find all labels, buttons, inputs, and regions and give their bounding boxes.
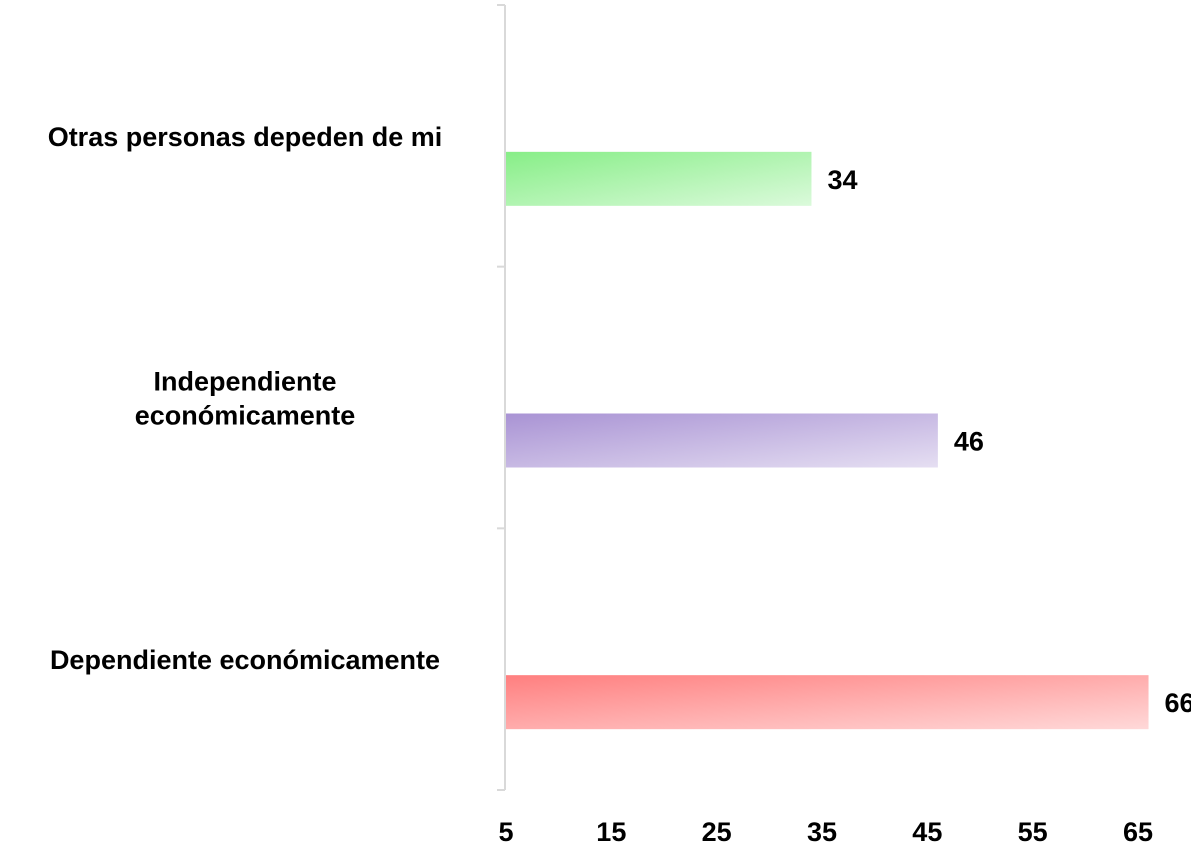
- x-tick-label-6: 65: [1123, 817, 1153, 846]
- category-label-2: Otras personas depeden de mi: [48, 122, 443, 152]
- labels: 66 Dependiente económicamente 46 Independie…: [48, 122, 1191, 846]
- x-tick-label-5: 55: [1018, 817, 1048, 846]
- x-tick-label-3: 35: [807, 817, 837, 846]
- x-tick-label-2: 25: [702, 817, 732, 846]
- category-label-1: Independiente económicamente: [135, 367, 356, 431]
- category-label-0: Dependiente económicamente: [50, 645, 440, 675]
- bar-2: [506, 151, 812, 206]
- data-label-1: 46: [954, 427, 984, 457]
- y-axis: [497, 4, 506, 791]
- x-tick-label-0: 5: [498, 817, 513, 846]
- x-tick-label-1: 15: [596, 817, 626, 846]
- bar-1: [506, 413, 938, 468]
- data-label-2: 34: [827, 165, 857, 195]
- bar-0: [506, 675, 1149, 730]
- data-label-0: 66: [1165, 688, 1191, 718]
- bars: [506, 151, 1149, 730]
- x-tick-label-4: 45: [912, 817, 942, 846]
